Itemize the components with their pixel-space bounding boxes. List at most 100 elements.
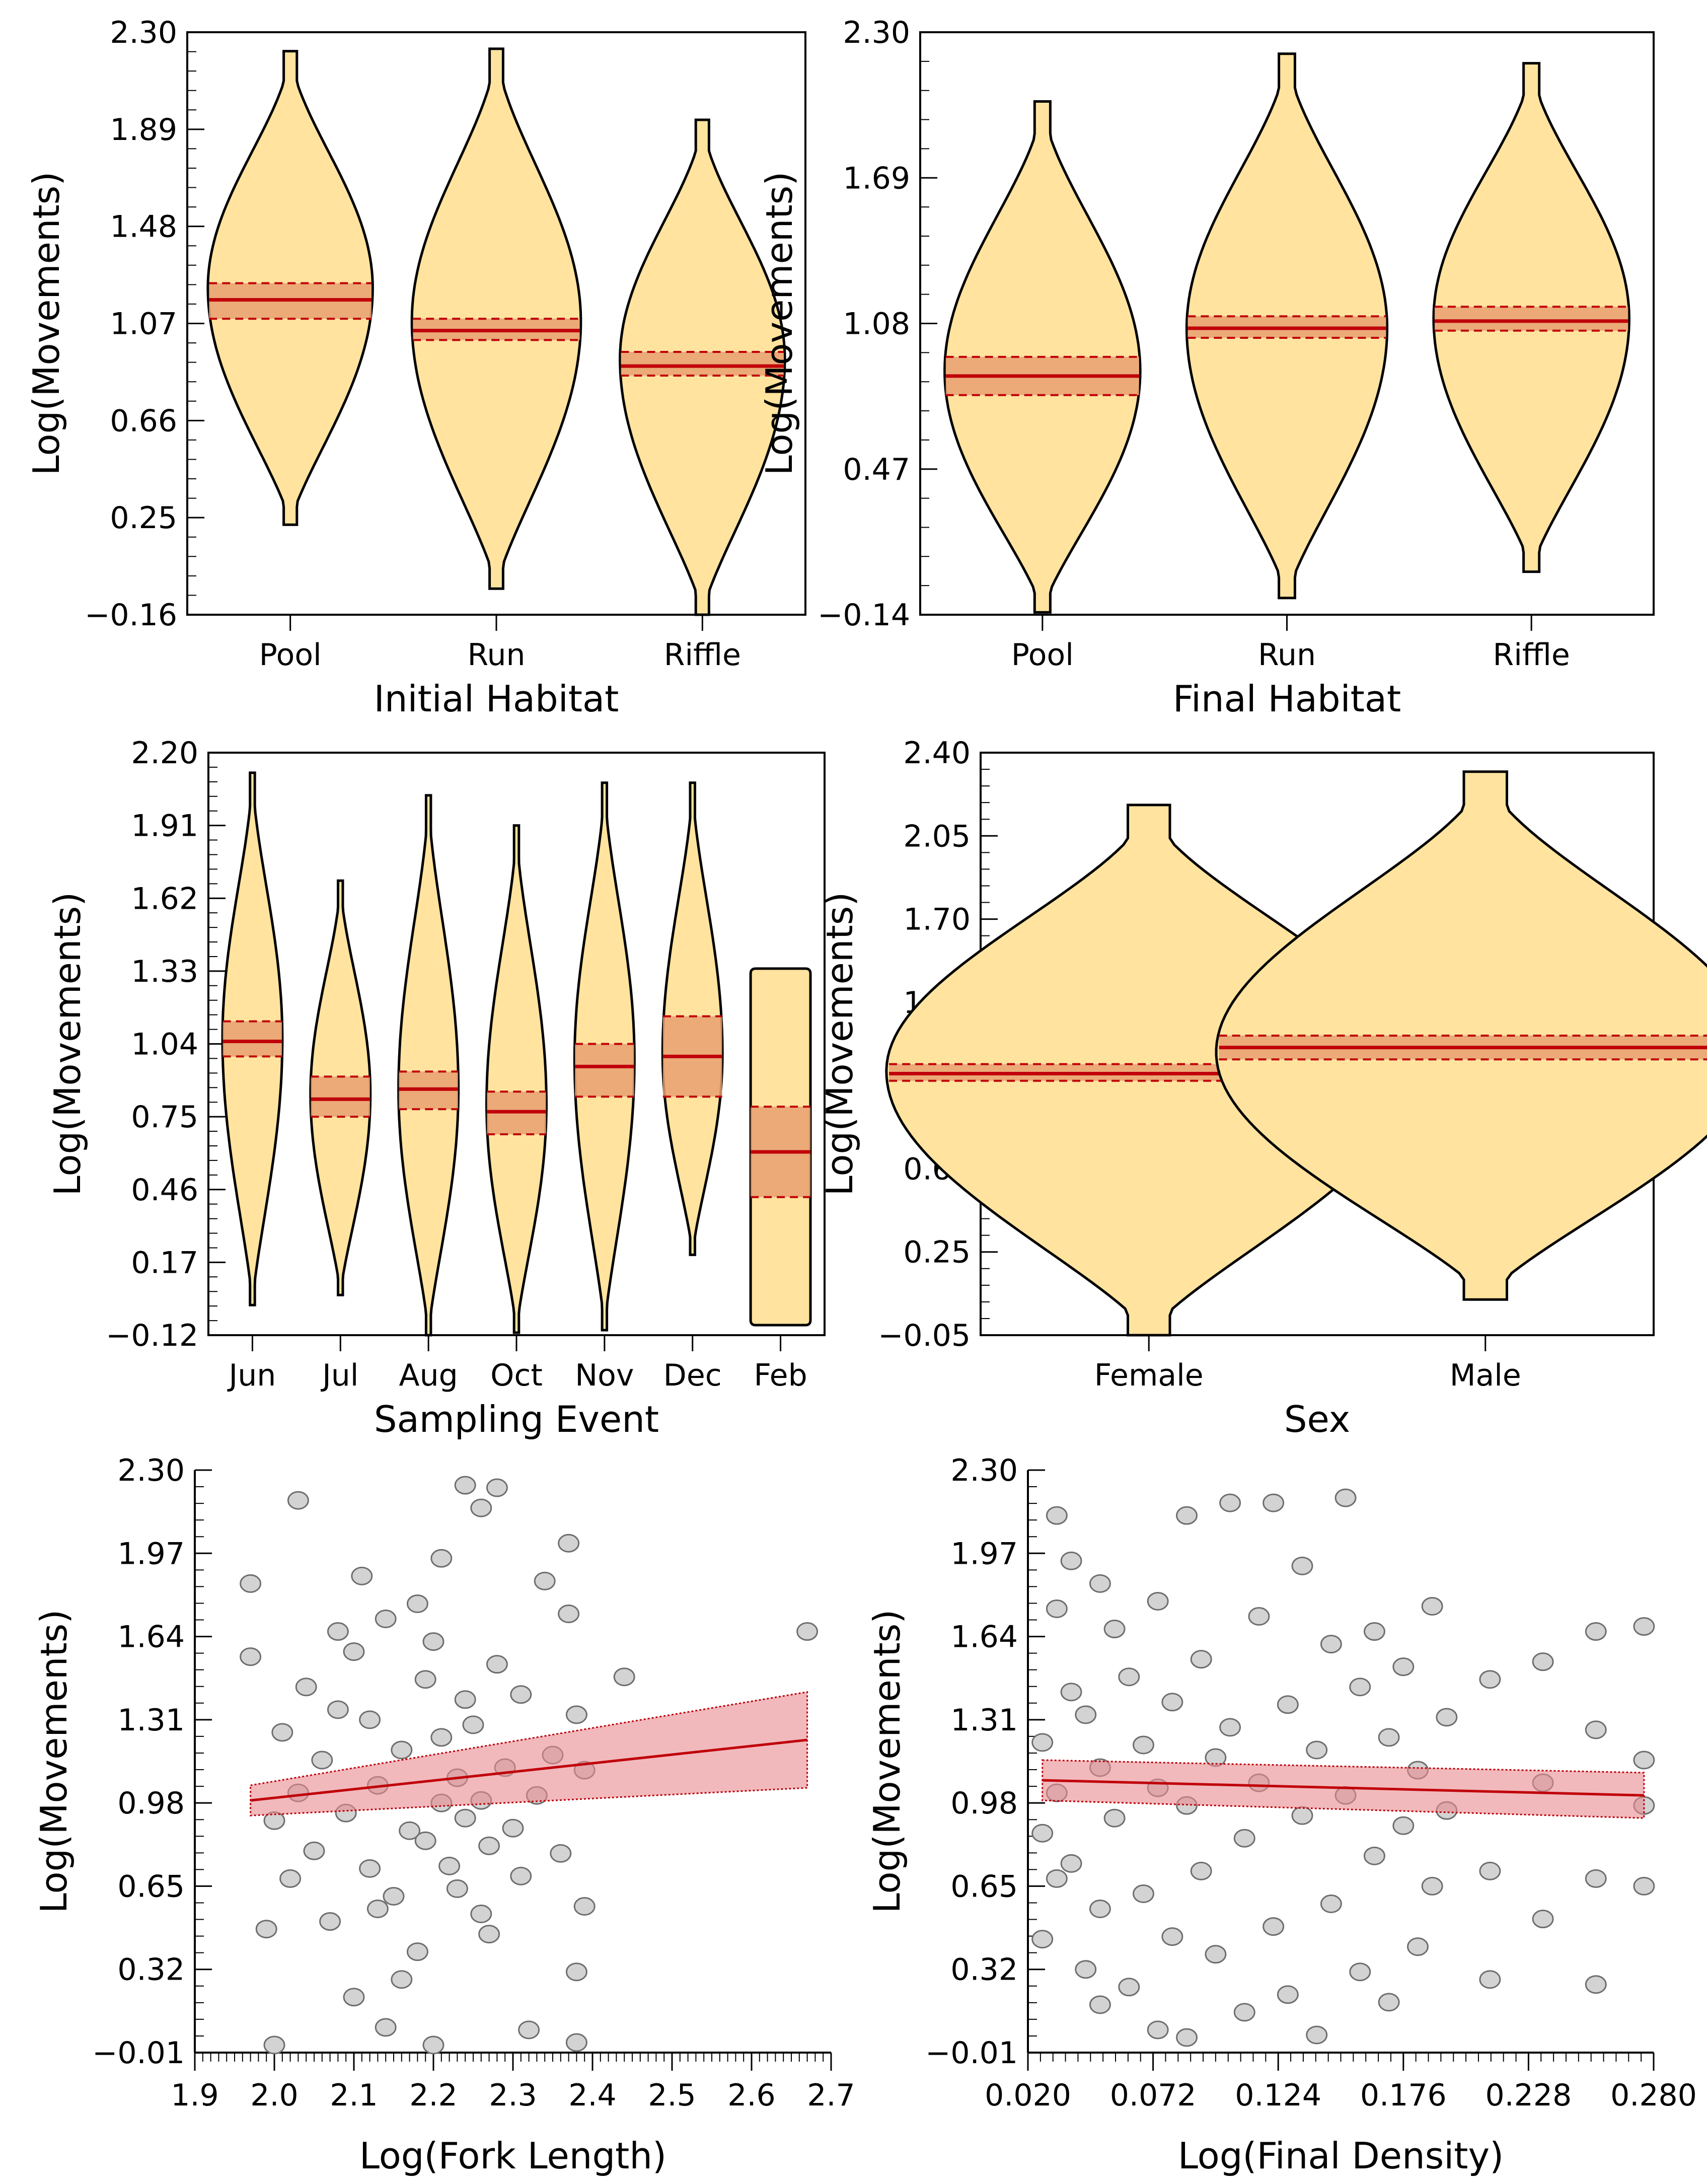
data-point: [1089, 1995, 1111, 2014]
data-point: [240, 1574, 262, 1593]
x-tick-label: Pool: [259, 637, 322, 673]
data-point: [438, 1856, 461, 1875]
data-point: [359, 1710, 381, 1729]
y-tick-label: −0.12: [106, 1318, 198, 1353]
panel-fork-length: 2.30 1.97 1.64 1.31 0.98 0.65 0.32 −0.01 1.9 2.0 2…: [33, 1453, 855, 2177]
data-point: [1075, 1960, 1097, 1979]
data-point: [1291, 1556, 1313, 1575]
violin-body: [485, 824, 548, 1334]
data-point: [295, 1678, 317, 1697]
x-tick-label: Dec: [663, 1358, 722, 1393]
y-axis-label: Log(Movements): [33, 1610, 75, 1914]
data-point: [565, 1962, 587, 1982]
data-point: [1031, 1824, 1054, 1843]
data-point: [478, 1925, 500, 1944]
data-point: [1585, 1975, 1607, 1994]
data-point: [1031, 1930, 1054, 1949]
y-tick-label: 0.32: [117, 1952, 185, 1988]
ci-box: [621, 351, 784, 376]
panel-initial-habitat: 2.30 1.89 1.48 1.07 0.66 0.25 −0.16 Pool Run Riff…: [25, 15, 806, 720]
data-point: [534, 1571, 556, 1590]
data-point: [565, 2033, 587, 2052]
y-tick-label: 1.31: [950, 1703, 1018, 1738]
violin-riffle: [619, 118, 786, 616]
data-point: [1406, 1937, 1429, 1956]
x-tick-label: 1.9: [171, 2078, 218, 2113]
x-tick-label: 2.7: [807, 2078, 855, 2113]
y-tick-label: −0.05: [878, 1318, 971, 1353]
data-point: [502, 1818, 524, 1838]
y-tick-label: 1.48: [110, 209, 177, 245]
y-tick-label: 1.64: [117, 1620, 185, 1655]
y-tick-label: 2.30: [843, 15, 910, 50]
y-tick-label: 1.91: [131, 809, 198, 844]
violin-jul: [309, 879, 372, 1296]
confidence-band: [1042, 1759, 1645, 1819]
data-point: [1532, 1652, 1554, 1671]
data-point: [1263, 1493, 1285, 1512]
violin-feb: [749, 967, 812, 1327]
data-point: [375, 1610, 397, 1629]
x-tick-label: Female: [1094, 1358, 1204, 1393]
data-point: [1585, 1622, 1607, 1641]
y-tick-label: 1.64: [950, 1620, 1018, 1655]
violin-dec: [661, 781, 724, 1256]
x-tick-label: 0.072: [1110, 2078, 1197, 2113]
data-point: [1147, 1591, 1169, 1611]
data-point: [351, 1566, 373, 1585]
x-tick-label: Run: [467, 637, 525, 673]
y-tick-label: 0.32: [950, 1952, 1018, 1988]
y-tick-label: 1.04: [131, 1027, 198, 1062]
data-point: [406, 1594, 428, 1613]
y-tick-label: 1.07: [110, 307, 177, 342]
x-tick-label: Jul: [320, 1358, 358, 1393]
x-tick-label: Feb: [754, 1358, 807, 1393]
y-axis-label: Log(Movements): [866, 1610, 908, 1914]
violin-pool: [943, 100, 1142, 614]
x-tick-label: Pool: [1011, 637, 1074, 673]
data-point: [391, 1970, 413, 1989]
panel-final-density: 2.30 1.97 1.64 1.31 0.98 0.65 0.32 −0.01 0.020 0.…: [866, 1453, 1697, 2177]
violin-female: [885, 804, 1413, 1337]
data-point: [558, 1534, 580, 1553]
y-tick-label: 1.97: [950, 1536, 1018, 1571]
y-tick-label: 0.46: [131, 1173, 198, 1208]
data-point: [1392, 1816, 1415, 1835]
data-point: [1277, 1985, 1299, 2004]
y-tick-label: 2.30: [950, 1453, 1018, 1488]
data-point: [462, 1715, 484, 1734]
data-point: [1075, 1705, 1097, 1724]
data-point: [510, 1866, 532, 1885]
y-tick-label: −0.01: [92, 2035, 185, 2071]
data-point: [454, 1808, 476, 1828]
data-point: [1479, 1861, 1501, 1880]
data-point: [1103, 1620, 1126, 1639]
ci-box: [575, 1044, 634, 1097]
data-point: [1190, 1861, 1212, 1880]
data-point: [1349, 1678, 1371, 1697]
violin-jun: [221, 771, 284, 1306]
data-point: [1277, 1695, 1299, 1714]
data-point: [1436, 1708, 1458, 1727]
data-point: [1320, 1894, 1342, 1913]
data-point: [1363, 1622, 1385, 1641]
data-point: [1320, 1635, 1342, 1654]
data-point: [375, 2018, 397, 2037]
data-point: [1176, 2028, 1198, 2047]
data-point: [279, 1869, 302, 1888]
x-tick-label: Nov: [575, 1358, 634, 1393]
x-tick-label: 0.020: [985, 2078, 1071, 2113]
data-point: [430, 1549, 453, 1568]
x-tick-label: Jun: [227, 1358, 276, 1393]
y-tick-label: 1.70: [903, 902, 971, 937]
data-point: [303, 1841, 325, 1860]
data-point: [558, 1604, 580, 1623]
data-point: [1089, 1574, 1111, 1593]
data-point: [1585, 1720, 1607, 1739]
data-point: [240, 1647, 262, 1666]
data-point: [478, 1836, 500, 1855]
data-point: [391, 1740, 413, 1760]
y-tick-label: 0.66: [110, 403, 177, 439]
data-point: [565, 1705, 587, 1724]
data-point: [1031, 1733, 1054, 1752]
